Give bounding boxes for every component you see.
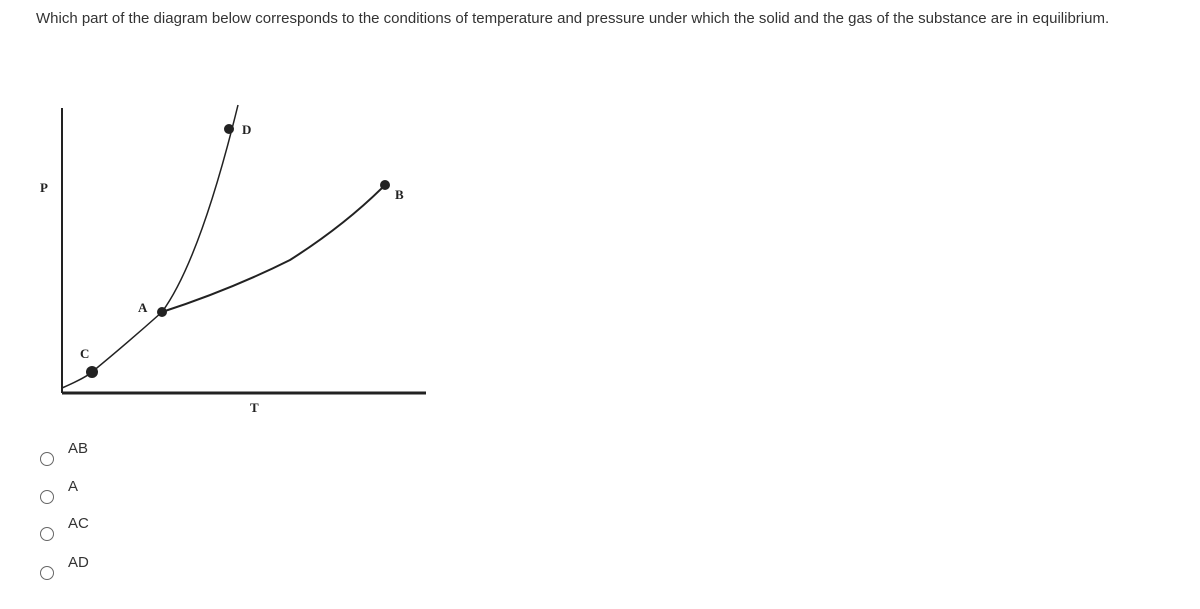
radio[interactable] [40, 566, 54, 580]
point-label: B [395, 187, 404, 202]
axis-label: T [250, 400, 259, 415]
radio[interactable] [40, 452, 54, 466]
point-label: C [80, 346, 89, 361]
option-label: AD [68, 554, 89, 571]
point-label: A [138, 300, 148, 315]
axis-label: P [40, 180, 48, 195]
option-label: AC [68, 515, 89, 532]
option-label: AB [68, 440, 89, 457]
question: Which part of the diagram below correspo… [36, 10, 1110, 27]
radio[interactable] [40, 490, 54, 504]
radio[interactable] [40, 527, 54, 541]
option-label: A [68, 478, 79, 495]
point-label: D [242, 122, 251, 137]
